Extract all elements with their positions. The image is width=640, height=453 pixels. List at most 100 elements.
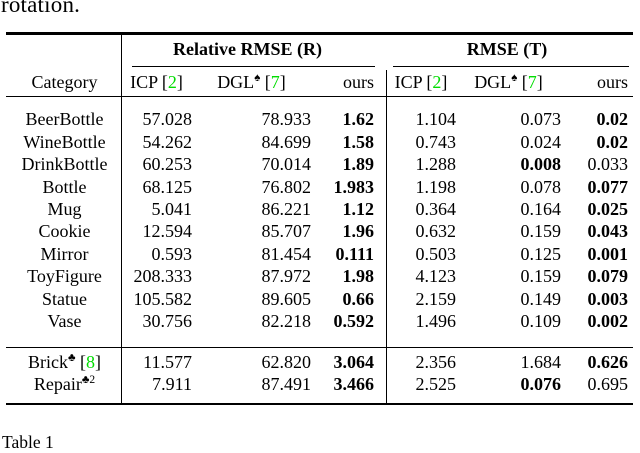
dgl-r-value: 81.454 — [261, 243, 312, 264]
ours-r-value: 0.592 — [333, 310, 375, 331]
cmidrule-rmse-t — [393, 65, 629, 67]
icp-r-value: 0.593 — [151, 243, 193, 264]
table-body: BeerBottle 57.028 78.933 1.62 1.104 0.07… — [0, 108, 640, 332]
dgl-r-value: 70.014 — [261, 154, 312, 175]
dgl-r-value: 84.699 — [261, 131, 312, 152]
icp-t-value: 1.104 — [415, 109, 457, 130]
category-cell: ToyFigure — [27, 266, 102, 287]
icp-r-value: 60.253 — [142, 154, 193, 175]
table-row-brick: Brick♣ [8] 11.577 62.820 3.064 2.356 1.6… — [0, 351, 640, 373]
table-row-vase: Vase 30.756 82.218 0.592 1.496 0.109 0.0… — [0, 310, 640, 332]
dgl-t-value: 0.149 — [520, 288, 562, 309]
group-header-spacer — [0, 35, 121, 63]
club-icon: ♣2 — [81, 373, 96, 386]
ours-r-value: 3.466 — [333, 373, 375, 394]
ours-t-value: 0.043 — [587, 221, 629, 242]
table-row-winebottle: WineBottle 54.262 84.699 1.58 0.743 0.02… — [0, 131, 640, 153]
header-ours-r: ours — [343, 71, 374, 92]
icp-r-value: 7.911 — [152, 373, 192, 394]
header-icp-t: ICP [2] — [394, 71, 448, 92]
category-cell: Cookie — [38, 221, 91, 242]
ours-t-value: 0.695 — [587, 373, 629, 394]
dgl-t-value: 0.159 — [520, 221, 562, 242]
column-header-row: Category ICP [2] DGL♠ [7] ours ICP [2] D… — [0, 70, 640, 94]
category-cell: DrinkBottle — [21, 154, 108, 175]
dgl-t-value: 0.076 — [520, 373, 562, 394]
dgl-t-value: 1.684 — [520, 351, 562, 372]
ours-r-value: 1.12 — [342, 198, 375, 219]
category-cell: WineBottle — [23, 131, 106, 152]
ours-t-value: 0.025 — [587, 198, 629, 219]
category-cell: Bottle — [42, 176, 87, 197]
icp-t-value: 0.503 — [415, 243, 457, 264]
dgl-t-value: 0.109 — [520, 310, 562, 331]
dgl-t-value: 0.008 — [520, 154, 562, 175]
icp-t-value: 2.159 — [415, 288, 457, 309]
spade-icon: ♠ — [254, 71, 261, 84]
ours-r-value: 1.983 — [333, 176, 375, 197]
icp-r-value: 12.594 — [142, 221, 193, 242]
ours-r-value: 0.66 — [342, 288, 375, 309]
citation-2: 2 — [167, 71, 177, 92]
icp-t-value: 0.743 — [415, 131, 457, 152]
table-footer-section: Brick♣ [8] 11.577 62.820 3.064 2.356 1.6… — [0, 351, 640, 396]
icp-r-value: 5.041 — [151, 198, 193, 219]
dgl-r-value: 87.491 — [261, 373, 312, 394]
group-header-row: Relative RMSE (R) RMSE (T) — [0, 35, 640, 63]
citation-8: 8 — [86, 351, 96, 372]
ours-t-value: 0.001 — [587, 243, 629, 264]
ours-r-value: 0.111 — [335, 243, 374, 264]
icp-r-value: 105.582 — [133, 288, 193, 309]
icp-r-value: 11.577 — [143, 351, 192, 372]
ours-r-value: 1.98 — [342, 266, 375, 287]
ours-t-value: 0.003 — [587, 288, 629, 309]
vertical-rule-between-groups — [385, 69, 387, 403]
table-row-cookie: Cookie 12.594 85.707 1.96 0.632 0.159 0.… — [0, 220, 640, 242]
header-ours-t: ours — [597, 71, 628, 92]
ours-t-value: 0.033 — [587, 154, 629, 175]
category-cell: BeerBottle — [25, 109, 104, 130]
cmidrule-relative-rmse — [132, 65, 375, 67]
header-dgl-t: DGL♠ [7] — [474, 71, 543, 92]
section-separator-rule — [6, 347, 633, 349]
dgl-r-value: 89.605 — [261, 288, 312, 309]
table-row-repair: Repair♣2 7.911 87.491 3.466 2.525 0.076 … — [0, 373, 640, 395]
ours-t-value: 0.079 — [587, 266, 629, 287]
dgl-t-value: 0.125 — [520, 243, 562, 264]
table-bottom-rule — [6, 402, 633, 406]
table-row-beerbottle: BeerBottle 57.028 78.933 1.62 1.104 0.07… — [0, 108, 640, 130]
category-cell: Brick♣ [8] — [27, 351, 102, 372]
paragraph-fragment: rotation. — [1, 0, 81, 17]
dgl-r-value: 86.221 — [261, 198, 312, 219]
ours-t-value: 0.002 — [587, 310, 629, 331]
ours-r-value: 1.89 — [342, 154, 375, 175]
icp-t-value: 2.525 — [415, 373, 457, 394]
icp-t-value: 2.356 — [415, 351, 457, 372]
dgl-r-value: 76.802 — [261, 176, 312, 197]
dgl-r-value: 85.707 — [261, 221, 312, 242]
category-cell: Mug — [47, 198, 82, 219]
icp-t-value: 1.198 — [415, 176, 457, 197]
ours-t-value: 0.626 — [587, 351, 629, 372]
dgl-r-value: 78.933 — [261, 109, 312, 130]
table-row-toyfigure: ToyFigure 208.333 87.972 1.98 4.123 0.15… — [0, 265, 640, 287]
icp-t-value: 0.364 — [415, 198, 457, 219]
table-row-drinkbottle: DrinkBottle 60.253 70.014 1.89 1.288 0.0… — [0, 153, 640, 175]
dgl-t-value: 0.024 — [520, 131, 562, 152]
table-row-statue: Statue 105.582 89.605 0.66 2.159 0.149 0… — [0, 288, 640, 310]
icp-t-value: 4.123 — [415, 266, 457, 287]
icp-r-value: 208.333 — [133, 266, 193, 287]
icp-t-value: 1.496 — [415, 310, 457, 331]
icp-r-value: 68.125 — [142, 176, 193, 197]
table-row-mirror: Mirror 0.593 81.454 0.111 0.503 0.125 0.… — [0, 243, 640, 265]
header-category: Category — [31, 71, 98, 92]
dgl-r-value: 87.972 — [261, 266, 312, 287]
dgl-r-value: 82.218 — [261, 310, 312, 331]
ours-t-value: 0.02 — [596, 109, 629, 130]
dgl-r-value: 62.820 — [261, 351, 312, 372]
dgl-t-value: 0.078 — [520, 176, 562, 197]
ours-r-value: 1.96 — [342, 221, 375, 242]
ours-r-value: 3.064 — [333, 351, 375, 372]
table-row-bottle: Bottle 68.125 76.802 1.983 1.198 0.078 0… — [0, 176, 640, 198]
citation-7: 7 — [270, 71, 280, 92]
